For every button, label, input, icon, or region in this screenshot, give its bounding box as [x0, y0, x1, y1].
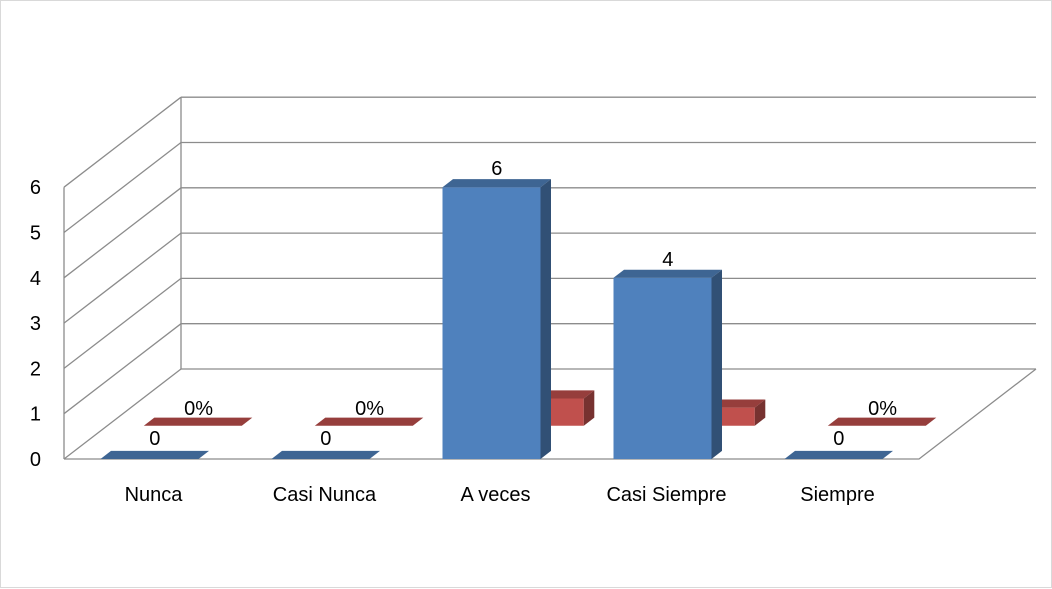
bar-top: [442, 179, 551, 188]
data-label-value: 6: [491, 158, 502, 180]
data-label-value: 4: [662, 249, 673, 271]
y-tick-label: 0: [30, 449, 41, 471]
bar-top: [271, 450, 380, 459]
bar-front: [613, 277, 712, 459]
data-label-value: 0: [833, 428, 844, 450]
y-tick-label: 3: [30, 313, 41, 335]
bar-top: [314, 417, 424, 426]
bar-top: [827, 417, 937, 426]
y-tick-label: 1: [30, 404, 41, 426]
data-label-percent: 0%: [868, 398, 897, 420]
bar-side: [540, 179, 551, 459]
gridline-diagonal: [63, 277, 182, 369]
data-label-percent: 0%: [184, 398, 213, 420]
y-tick-label: 5: [30, 223, 41, 245]
bar-top: [100, 450, 209, 459]
data-label-value: 0: [320, 428, 331, 450]
x-tick-label: A veces: [460, 484, 530, 506]
gridline-diagonal: [63, 141, 182, 234]
gridlines: [63, 96, 1036, 460]
x-tick-label: Casi Siempre: [606, 484, 726, 506]
x-tick-label: Casi Nunca: [273, 484, 377, 506]
y-tick-label: 6: [30, 177, 41, 199]
bar-top: [613, 269, 722, 278]
bar-top: [143, 417, 253, 426]
bar-side: [711, 269, 722, 459]
x-tick-label: Nunca: [125, 484, 184, 506]
data-label-value: 0: [149, 428, 160, 450]
gridline-diagonal: [63, 96, 182, 188]
bar-side: [583, 390, 595, 426]
x-axis-ticks: Nunca Casi Nunca A veces Casi Siempre Siempr…: [125, 484, 875, 506]
y-axis-ticks: 0 1 2 3 4 5 6: [30, 177, 41, 471]
bar-front: [442, 187, 541, 459]
x-tick-label: Siempre: [800, 484, 874, 506]
data-label-percent: 0%: [355, 398, 384, 420]
y-tick-label: 4: [30, 268, 41, 290]
gridline-diagonal: [63, 187, 182, 279]
gridline-diagonal: [63, 232, 182, 324]
bar-top: [784, 450, 893, 459]
y-tick-label: 2: [30, 358, 41, 380]
bar-side: [754, 399, 766, 426]
gridline-diagonal: [63, 323, 182, 415]
gridline-diagonal: [63, 368, 182, 460]
